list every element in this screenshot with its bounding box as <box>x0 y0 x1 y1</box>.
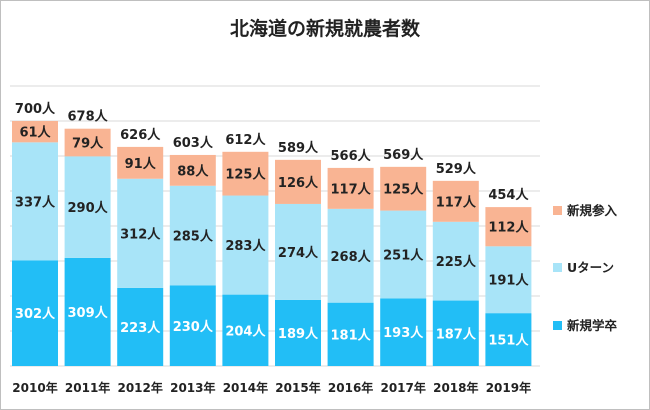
x-tick-label: 2014年 <box>223 380 268 395</box>
bar-segment-new-entry <box>380 166 427 211</box>
bar-segment-new-graduate <box>380 298 427 366</box>
x-axis: 2010年 2011年 2012年 2013年 2014年 2015年 2016年 2017年… <box>12 380 531 395</box>
x-tick-label: 2015年 <box>275 380 320 395</box>
bar-segment-new-entry <box>432 180 479 222</box>
data-label-new-graduate: 189人 <box>278 326 319 342</box>
data-label-new-entry: 117人 <box>331 181 372 197</box>
data-label-new-graduate: 302人 <box>15 306 56 322</box>
data-label-new-entry: 112人 <box>488 220 529 236</box>
data-label-new-entry: 126人 <box>278 175 319 191</box>
x-tick-label: 2013年 <box>170 380 215 395</box>
data-label-u-turn: 290人 <box>68 200 109 216</box>
total-label: 566人 <box>331 148 372 164</box>
bar-segment-u-turn <box>485 246 532 314</box>
bar-segment-new-graduate <box>327 302 374 366</box>
data-label-new-graduate: 181人 <box>331 327 372 343</box>
data-label-new-graduate: 187人 <box>436 326 477 342</box>
data-label-u-turn: 268人 <box>331 249 372 265</box>
bar-segment-u-turn <box>432 221 479 301</box>
bar-segment-new-graduate <box>222 294 269 366</box>
bar-segment-u-turn <box>117 178 164 288</box>
data-label-new-entry: 79人 <box>72 136 104 152</box>
data-label-u-turn: 283人 <box>225 238 266 254</box>
total-label: 454人 <box>488 187 529 203</box>
data-label-new-entry: 61人 <box>19 125 51 141</box>
bar-segment-new-graduate <box>12 260 58 366</box>
data-label-u-turn: 285人 <box>173 229 214 245</box>
data-label-u-turn: 337人 <box>15 194 56 210</box>
x-tick-label: 2011年 <box>65 380 110 395</box>
bar-segment-u-turn <box>12 142 58 261</box>
chart-title: 北海道の新規就農者数 <box>229 18 420 40</box>
total-label: 603人 <box>173 135 214 151</box>
bar-segment-new-entry <box>64 128 111 157</box>
data-label-u-turn: 274人 <box>278 245 319 261</box>
legend-swatch-new-entry <box>553 206 562 215</box>
x-tick-label: 2010年 <box>12 380 57 395</box>
x-tick-label: 2016年 <box>328 380 373 395</box>
data-label-new-graduate: 193人 <box>383 325 424 341</box>
x-tick-label: 2017年 <box>380 380 425 395</box>
bar-segment-new-graduate <box>432 300 479 366</box>
bar-segment-new-entry <box>327 167 374 209</box>
total-label: 569人 <box>383 147 424 163</box>
bar-segment-new-entry <box>117 146 164 179</box>
data-label-u-turn: 191人 <box>488 273 529 289</box>
legend-swatch-u-turn <box>553 263 562 272</box>
x-tick-label: 2012年 <box>117 380 162 395</box>
bar-segment-new-graduate <box>64 257 111 366</box>
data-label-new-graduate: 309人 <box>68 305 109 321</box>
total-label: 626人 <box>120 127 161 143</box>
data-label-new-graduate: 204人 <box>225 323 266 339</box>
legend-label-new-entry: 新規参入 <box>567 203 618 218</box>
total-label: 529人 <box>436 161 477 177</box>
bar-segment-new-graduate <box>169 285 216 366</box>
bar-segment-new-entry <box>485 207 532 247</box>
bar-segment-u-turn <box>64 156 111 258</box>
data-label-new-entry: 125人 <box>383 182 424 198</box>
bar-segment-new-entry <box>12 121 58 143</box>
bar-segment-new-graduate <box>275 299 321 366</box>
bar-segment-u-turn <box>380 210 427 299</box>
bar-segment-new-entry <box>275 159 321 204</box>
bar-segment-u-turn <box>327 208 374 303</box>
bar-segment-u-turn <box>275 203 321 300</box>
data-label-u-turn: 225人 <box>436 254 477 270</box>
bar-segment-new-graduate <box>485 313 532 366</box>
legend-swatch-new-graduate <box>553 321 562 330</box>
data-label-new-entry: 91人 <box>125 156 157 172</box>
total-label: 612人 <box>225 132 266 148</box>
data-label-new-graduate: 151人 <box>488 333 529 349</box>
bars <box>12 121 532 366</box>
data-label-new-entry: 125人 <box>225 167 266 183</box>
bar-segment-u-turn <box>222 195 269 295</box>
data-labels: 302人 337人 61人 700人 309人 290人 79人 678人 223人 312人 91… <box>15 101 530 349</box>
data-label-new-graduate: 230人 <box>173 319 214 335</box>
bar-segment-new-entry <box>222 151 269 196</box>
bar-segment-u-turn <box>169 185 216 286</box>
total-label: 678人 <box>68 109 109 125</box>
data-label-new-entry: 117人 <box>436 194 477 210</box>
total-label: 589人 <box>278 140 319 156</box>
data-label-new-entry: 88人 <box>177 163 209 179</box>
data-label-u-turn: 312人 <box>120 226 161 242</box>
x-tick-label: 2019年 <box>486 380 531 395</box>
data-label-new-graduate: 223人 <box>120 320 161 336</box>
total-label: 700人 <box>15 101 56 117</box>
legend-label-new-graduate: 新規学卒 <box>567 318 618 333</box>
legend-label-u-turn: Uターン <box>567 260 614 275</box>
bar-segment-new-graduate <box>117 287 164 366</box>
bar-segment-new-entry <box>169 154 216 186</box>
data-label-u-turn: 251人 <box>383 248 424 264</box>
x-tick-label: 2018年 <box>433 380 478 395</box>
